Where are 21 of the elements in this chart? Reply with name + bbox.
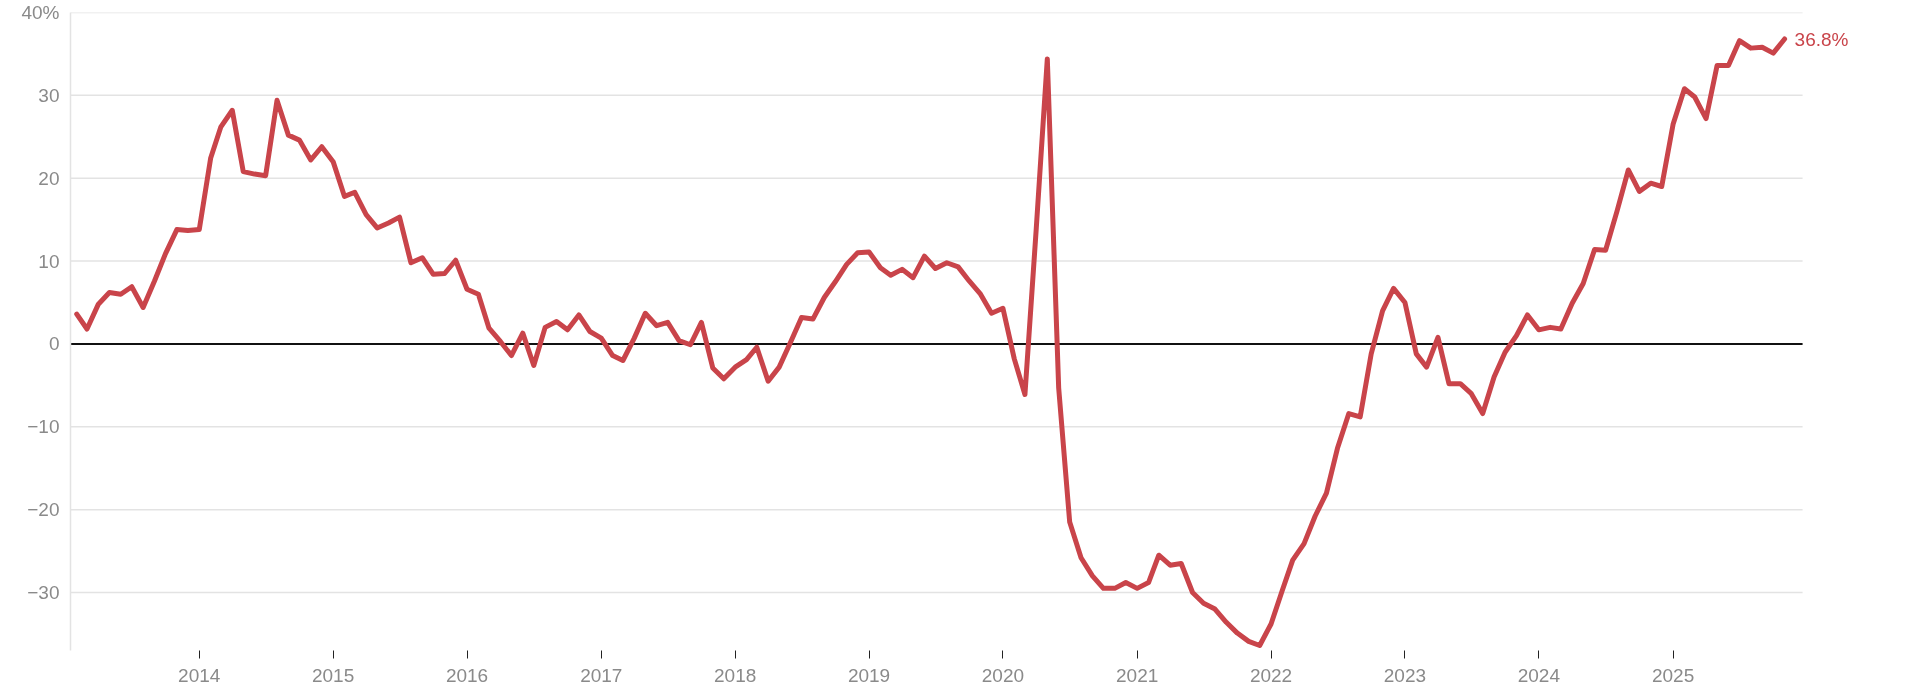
x-tick-label: 2017 [580, 664, 623, 686]
y-tick-label: −10 [27, 416, 60, 438]
y-tick-label: 20 [38, 167, 60, 189]
y-tick-label: 30 [38, 84, 60, 106]
y-tick-label: 0 [48, 333, 60, 355]
x-tick-label: 2023 [1383, 664, 1427, 686]
y-tick-label: 10 [38, 250, 60, 272]
x-tick-label: 2014 [178, 664, 221, 686]
x-tick-label: 2020 [981, 664, 1025, 686]
x-tick-label: 2025 [1651, 664, 1695, 686]
x-tick-label: 2022 [1249, 664, 1293, 686]
y-tick-label: −30 [27, 582, 60, 603]
annotation: 36.8% [1794, 28, 1849, 50]
y-tick-label: 40% [21, 2, 60, 23]
x-tick-label: 2016 [445, 664, 489, 686]
x-tick-label: 2018 [714, 664, 757, 686]
x-tick-label: 2019 [847, 664, 891, 686]
x-tick-label: 2015 [312, 664, 355, 686]
x-tick-label: 2024 [1517, 664, 1561, 686]
x-tick-label: 2021 [1116, 664, 1159, 686]
y-tick-label: −20 [27, 499, 60, 521]
